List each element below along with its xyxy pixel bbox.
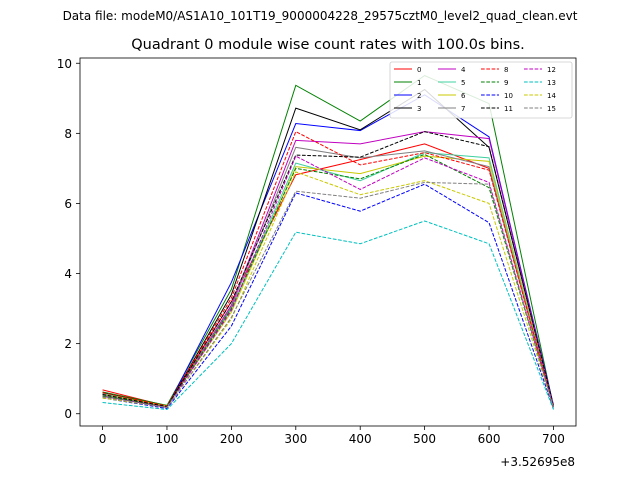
x-tick-label: 100 <box>156 432 179 446</box>
series-line-14 <box>102 171 554 408</box>
series-line-8 <box>102 130 554 407</box>
series-line-11 <box>102 131 554 408</box>
series-line-13 <box>102 220 554 411</box>
legend-label-14: 14 <box>547 92 556 100</box>
legend-label-8: 8 <box>504 66 508 74</box>
series-line-12 <box>102 155 554 408</box>
legend-label-3: 3 <box>417 105 421 113</box>
legend-label-0: 0 <box>417 66 421 74</box>
x-tick-label: 600 <box>478 432 501 446</box>
legend-label-7: 7 <box>461 105 465 113</box>
series-line-2 <box>102 94 554 408</box>
x-tick-label: 400 <box>349 432 372 446</box>
y-tick-label: 6 <box>64 197 72 211</box>
x-tick-label: 300 <box>284 432 307 446</box>
data-file-label: Data file: modeM0/AS1A10_101T19_90000042… <box>63 9 578 23</box>
x-tick-label: 500 <box>413 432 436 446</box>
plot-frame <box>79 57 577 427</box>
series-line-15 <box>102 181 554 408</box>
y-tick-label: 0 <box>64 407 72 421</box>
legend-box <box>389 61 573 119</box>
x-tick-label: 200 <box>220 432 243 446</box>
legend-label-5: 5 <box>461 79 465 87</box>
legend-label-11: 11 <box>504 105 513 113</box>
x-offset-label: +3.52695e8 <box>500 455 575 469</box>
chart-title: Quadrant 0 module wise count rates with … <box>131 37 525 53</box>
legend-label-10: 10 <box>504 92 513 100</box>
legend-label-12: 12 <box>547 66 556 74</box>
legend-label-6: 6 <box>461 92 466 100</box>
x-tick-label: 700 <box>542 432 565 446</box>
legend-label-1: 1 <box>417 79 421 87</box>
legend-label-13: 13 <box>547 79 556 87</box>
series-layer <box>102 74 554 411</box>
y-tick-label: 10 <box>57 57 72 71</box>
y-tick-label: 4 <box>64 267 72 281</box>
y-axis: 0 2 4 6 8 10 <box>57 57 80 421</box>
x-tick-label: 0 <box>99 432 107 446</box>
legend-label-15: 15 <box>547 105 556 113</box>
legend-label-9: 9 <box>504 79 508 87</box>
y-tick-label: 2 <box>64 337 72 351</box>
y-tick-label: 8 <box>64 127 72 141</box>
series-line-10 <box>102 183 554 410</box>
plot-area <box>79 57 577 427</box>
x-axis: 0 100 200 300 400 500 600 700 <box>99 426 565 446</box>
legend-label-4: 4 <box>461 66 466 74</box>
legend-label-2: 2 <box>417 92 421 100</box>
